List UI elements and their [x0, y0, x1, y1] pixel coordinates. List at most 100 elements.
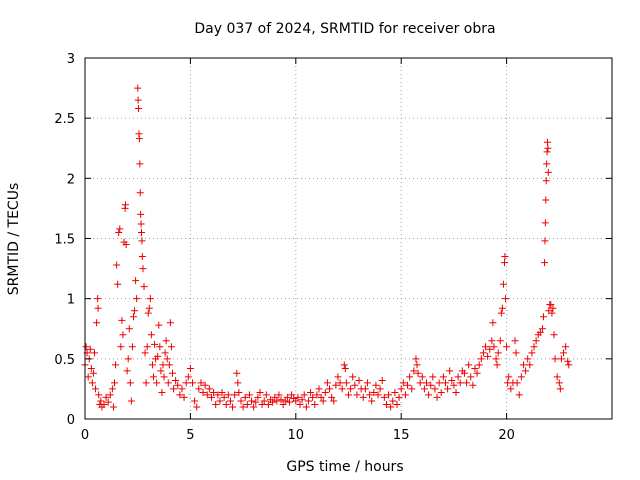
data-point: [300, 391, 308, 399]
data-point: [543, 160, 551, 168]
data-point: [124, 355, 132, 363]
data-point: [182, 379, 190, 387]
data-point: [321, 389, 329, 397]
data-point: [385, 391, 393, 399]
data-point: [180, 393, 188, 401]
y-tick-label: 3: [67, 52, 75, 67]
data-point: [465, 361, 473, 369]
y-tick-label: 2.5: [54, 112, 75, 127]
data-point: [141, 349, 149, 357]
x-tick-label: 20: [498, 428, 515, 443]
data-point: [94, 295, 102, 303]
data-point: [135, 135, 143, 143]
data-point: [418, 373, 426, 381]
data-point: [475, 361, 483, 369]
data-point: [189, 379, 197, 387]
data-point: [145, 304, 153, 312]
data-point: [250, 403, 258, 411]
data-point: [84, 373, 92, 381]
data-point: [499, 280, 507, 288]
data-point: [126, 379, 134, 387]
data-point: [526, 361, 534, 369]
data-point: [345, 391, 352, 399]
data-point: [512, 349, 520, 357]
data-point: [551, 355, 559, 363]
data-point: [469, 381, 477, 389]
data-point: [285, 398, 293, 406]
data-point: [446, 367, 454, 375]
data-point: [543, 138, 551, 146]
data-point: [363, 379, 371, 387]
data-point: [341, 364, 349, 372]
data-point: [477, 355, 485, 363]
data-point: [114, 280, 122, 288]
data-point: [133, 295, 141, 303]
data-point: [226, 397, 234, 405]
data-point: [134, 96, 142, 104]
data-point: [349, 373, 357, 381]
data-point: [560, 349, 568, 357]
data-point: [203, 391, 211, 399]
data-point: [553, 373, 561, 381]
data-point: [292, 397, 300, 405]
data-point: [448, 376, 456, 384]
data-point: [166, 319, 174, 327]
data-point: [143, 343, 151, 351]
data-point: [489, 319, 497, 327]
data-point: [507, 385, 515, 393]
data-point: [160, 373, 168, 381]
data-point: [82, 343, 90, 351]
data-point: [135, 105, 143, 113]
data-point: [433, 393, 441, 401]
data-point: [119, 331, 127, 339]
data-point: [239, 403, 247, 411]
data-point: [557, 355, 565, 363]
data-point: [395, 393, 403, 401]
data-point: [212, 401, 220, 409]
data-point: [497, 309, 505, 317]
data-point: [536, 328, 544, 336]
data-point: [161, 349, 169, 357]
data-point: [150, 373, 158, 381]
data-point: [541, 219, 549, 227]
data-point: [416, 379, 424, 387]
data-point: [401, 391, 409, 399]
data-point: [382, 401, 390, 409]
data-point: [304, 397, 312, 405]
data-point: [492, 355, 500, 363]
plot-frame: [84, 57, 613, 420]
data-point: [452, 389, 460, 397]
data-point: [86, 345, 94, 353]
data-point: [128, 343, 136, 351]
data-point: [262, 391, 270, 399]
data-point: [199, 389, 207, 397]
data-point: [486, 345, 494, 353]
data-point: [122, 241, 130, 249]
data-point: [129, 313, 137, 321]
data-point: [361, 385, 369, 393]
data-point: [543, 148, 551, 156]
data-point: [450, 381, 458, 389]
data-point: [275, 391, 283, 399]
data-point: [387, 403, 395, 411]
data-point: [549, 304, 557, 312]
data-point: [207, 393, 215, 401]
data-point: [397, 385, 405, 393]
data-point: [277, 396, 285, 404]
data-point: [106, 391, 114, 399]
data-point: [256, 389, 264, 397]
data-point: [148, 361, 156, 369]
y-tick-label: 0: [67, 413, 75, 428]
data-point: [184, 373, 192, 381]
data-point: [138, 253, 146, 261]
data-point: [513, 379, 521, 387]
data-point: [511, 337, 519, 345]
data-point: [330, 397, 338, 405]
data-point: [243, 401, 251, 409]
data-point: [408, 385, 416, 393]
data-point: [118, 316, 126, 324]
data-point: [214, 391, 222, 399]
data-point: [542, 196, 550, 204]
data-point: [89, 369, 97, 377]
data-point: [233, 369, 241, 377]
